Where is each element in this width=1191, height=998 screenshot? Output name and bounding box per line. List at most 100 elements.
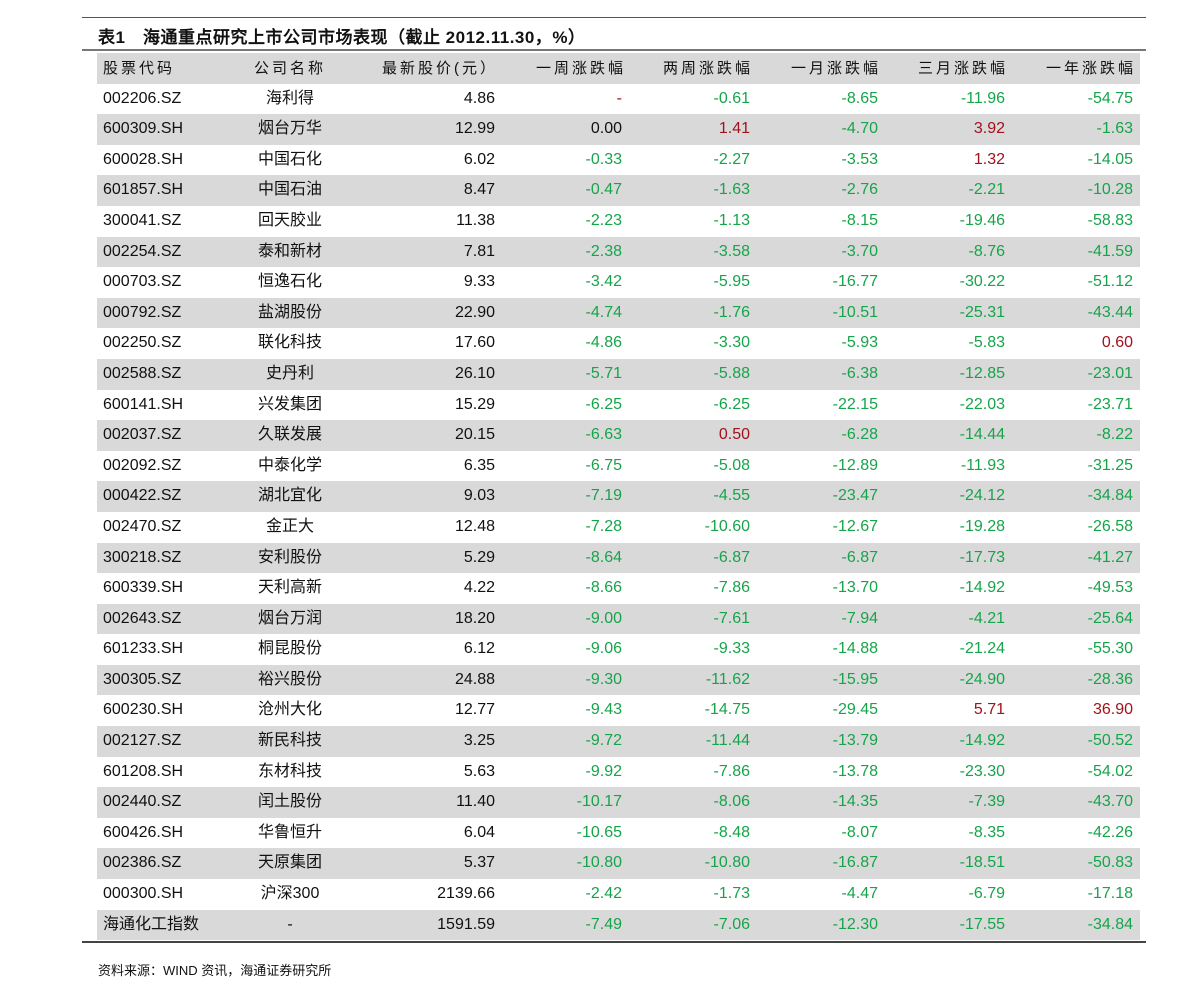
cell-week-change: -0.33	[585, 150, 622, 168]
cell-month-change: -12.89	[832, 456, 878, 474]
cell-three-month-change: -14.44	[959, 426, 1005, 444]
cell-two-week-change: -7.06	[713, 915, 750, 933]
cell-company-name: 沪深300	[260, 885, 320, 903]
cell-three-month-change: -8.35	[968, 823, 1005, 841]
table-row: 000792.SZ 盐湖股份 22.90 -4.74 -1.76 -10.51 -25.31…	[97, 297, 1140, 329]
cell-stock-code: 002250.SZ	[103, 334, 182, 352]
cell-stock-code: 601208.SH	[103, 762, 184, 780]
cell-two-week-change: -3.58	[713, 242, 750, 260]
cell-company-name: 盐湖股份	[257, 303, 322, 321]
cell-stock-code: 002037.SZ	[103, 426, 182, 444]
cell-two-week-change: -5.88	[713, 364, 750, 382]
table-row: 002127.SZ 新民科技 3.25 -9.72 -11.44 -13.79 -14.92…	[97, 726, 1140, 757]
cell-week-change: -0.47	[585, 181, 622, 199]
cell-three-month-change: -21.24	[959, 640, 1005, 658]
cell-three-month-change: -30.22	[959, 273, 1005, 291]
cell-latest-price: 20.15	[454, 426, 495, 444]
cell-stock-code: 300218.SZ	[103, 548, 182, 566]
cell-two-week-change: -5.08	[713, 456, 750, 474]
cell-year-change: -49.53	[1087, 579, 1133, 597]
cell-three-month-change: -11.96	[960, 89, 1005, 107]
cell-month-change: -16.77	[832, 273, 878, 291]
cell-three-month-change: -11.93	[960, 456, 1005, 474]
cell-two-week-change: -7.86	[713, 579, 750, 597]
table-row: 002254.SZ 泰和新材 7.81 -2.38 -3.58 -3.70 -8.76 -41…	[97, 236, 1140, 268]
header-latest-price: 最新股价(元）	[382, 60, 498, 77]
cell-week-change: 0.00	[590, 120, 622, 138]
cell-company-name: 恒逸石化	[257, 273, 322, 291]
cell-latest-price: 15.29	[454, 395, 495, 413]
table-row: 600309.SH 烟台万华 12.99 0.00 1.41 -4.70 3.92 -1.63	[97, 114, 1140, 145]
cell-latest-price: 22.90	[454, 303, 495, 321]
cell-latest-price: 6.12	[463, 640, 495, 658]
cell-month-change: -16.87	[832, 854, 878, 872]
cell-three-month-change: -14.92	[959, 579, 1005, 597]
cell-two-week-change: -4.55	[713, 487, 750, 505]
cell-two-week-change: -3.30	[713, 334, 750, 352]
cell-latest-price: 17.60	[454, 334, 495, 352]
cell-two-week-change: 0.50	[718, 426, 750, 444]
cell-latest-price: 6.04	[463, 823, 495, 841]
cell-two-week-change: -1.63	[713, 181, 750, 199]
cell-stock-code: 600339.SH	[103, 579, 184, 597]
table-row: 600339.SH 天利高新 4.22 -8.66 -7.86 -13.70 -14.92 -…	[97, 573, 1140, 604]
cell-month-change: -7.94	[841, 609, 878, 627]
cell-latest-price: 7.81	[463, 242, 495, 260]
cell-latest-price: 12.77	[454, 701, 495, 719]
cell-stock-code: 000792.SZ	[103, 303, 182, 321]
cell-latest-price: 8.47	[463, 181, 495, 199]
cell-stock-code: 002254.SZ	[103, 242, 182, 260]
table-header-row: 股票代码 公司名称 最新股价(元） 一周涨跌幅 两周涨跌幅 一月涨跌幅 三月涨跌幅 一年涨跌幅	[97, 53, 1140, 84]
cell-stock-code: 002588.SZ	[103, 364, 182, 382]
cell-three-month-change: -4.21	[968, 609, 1005, 627]
cell-three-month-change: -14.92	[959, 732, 1005, 750]
cell-latest-price: 24.88	[454, 670, 495, 688]
cell-week-change: -7.49	[585, 915, 622, 933]
cell-stock-code: 002092.SZ	[103, 456, 182, 474]
cell-stock-code: 601857.SH	[103, 181, 184, 199]
cell-year-change: -14.05	[1087, 150, 1133, 168]
cell-month-change: -10.51	[832, 303, 878, 321]
cell-three-month-change: -17.73	[959, 548, 1005, 566]
cell-latest-price: 4.22	[463, 579, 495, 597]
cell-year-change: -34.84	[1087, 915, 1133, 933]
cell-latest-price: 5.29	[463, 548, 495, 566]
cell-month-change: -8.07	[841, 823, 878, 841]
cell-month-change: -13.79	[832, 732, 878, 750]
cell-year-change: -43.70	[1087, 793, 1133, 811]
cell-stock-code: 海通化工指数	[103, 915, 200, 933]
cell-latest-price: 6.35	[463, 456, 495, 474]
cell-month-change: -22.15	[832, 395, 878, 413]
table-row: 002588.SZ 史丹利 26.10 -5.71 -5.88 -6.38 -12.85 -2…	[97, 358, 1140, 390]
cell-company-name: 烟台万华	[257, 120, 322, 138]
table-row: 002206.SZ 海利得 4.86 - -0.61 -8.65 -11.96 -54.75	[97, 84, 1140, 115]
cell-company-name: 回天胶业	[257, 211, 322, 229]
cell-latest-price: 5.63	[463, 762, 495, 780]
cell-three-month-change: -8.76	[968, 242, 1005, 260]
cell-latest-price: 18.20	[454, 609, 495, 627]
cell-latest-price: 5.37	[463, 854, 495, 872]
cell-month-change: -13.70	[832, 579, 878, 597]
cell-stock-code: 600028.SH	[103, 150, 184, 168]
cell-month-change: -29.45	[832, 701, 878, 719]
cell-two-week-change: -6.87	[713, 548, 750, 566]
cell-year-change: -54.75	[1087, 89, 1133, 107]
cell-week-change: -8.66	[585, 579, 622, 597]
cell-year-change: -41.27	[1087, 548, 1133, 566]
cell-three-month-change: 1.32	[973, 150, 1005, 168]
cell-two-week-change: -10.80	[704, 854, 750, 872]
cell-week-change: -2.42	[585, 885, 622, 903]
table-row: 600426.SH 华鲁恒升 6.04 -10.65 -8.48 -8.07 -8.35 -4…	[97, 818, 1140, 849]
cell-three-month-change: -12.85	[959, 364, 1005, 382]
cell-year-change: 0.60	[1101, 334, 1133, 352]
cell-stock-code: 002643.SZ	[103, 609, 182, 627]
cell-company-name: 闰土股份	[257, 793, 322, 811]
cell-company-name: 东材科技	[257, 762, 322, 780]
cell-year-change: -28.36	[1087, 670, 1133, 688]
header-company-name: 公司名称	[253, 60, 326, 77]
table-row: 002092.SZ 中泰化学 6.35 -6.75 -5.08 -12.89 -11.93 -…	[97, 451, 1140, 482]
table-row: 601857.SH 中国石油 8.47 -0.47 -1.63 -2.76 -2.21 -10…	[97, 175, 1140, 206]
cell-month-change: -14.88	[832, 640, 878, 658]
cell-year-change: -54.02	[1087, 762, 1133, 780]
cell-latest-price: 9.03	[463, 487, 495, 505]
